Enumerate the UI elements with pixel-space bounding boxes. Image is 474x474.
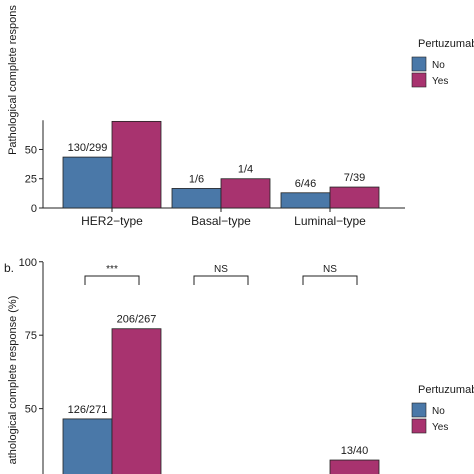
- bar-yes-2: [329, 459, 380, 474]
- legend-label: Yes: [432, 422, 448, 433]
- significance-bracket: [84, 275, 140, 285]
- legend: Pertuzumab No Yes: [411, 384, 474, 434]
- data-label: 130/299: [68, 142, 108, 154]
- y-tick-label: 0: [31, 203, 37, 215]
- legend-label: Yes: [432, 76, 448, 87]
- panel-label: b.: [4, 261, 14, 275]
- x-tick-label: Luminal−type: [294, 214, 366, 228]
- data-label: 7/39: [344, 172, 365, 184]
- bar-no-0: [62, 418, 113, 474]
- significance-label: NS: [214, 264, 228, 275]
- y-tick-label: 50: [25, 404, 37, 416]
- legend-title: Pertuzumab: [418, 38, 474, 50]
- data-label: 13/40: [341, 445, 369, 457]
- panel-1: 0 25 50 Pathological complete respons 130/29…: [7, 5, 474, 228]
- bar-yes-0: [111, 328, 162, 474]
- y-tick-label: 75: [25, 330, 37, 342]
- significance-bracket: [193, 275, 249, 285]
- significance-bracket: [302, 275, 358, 285]
- significance-label: ***: [106, 264, 118, 275]
- x-tick-label: Basal−type: [191, 214, 251, 228]
- bar-no-1: [171, 188, 222, 209]
- y-tick-label: 50: [25, 144, 37, 156]
- legend-label: No: [432, 60, 445, 71]
- significance-label: NS: [323, 264, 337, 275]
- legend: Pertuzumab No Yes: [411, 38, 474, 88]
- legend-title: Pertuzumab: [418, 384, 474, 396]
- x-tick-label: HER2−type: [81, 214, 143, 228]
- data-label: 1/4: [238, 164, 253, 176]
- bar-yes-1: [220, 178, 271, 209]
- legend-swatch-no: [411, 402, 427, 418]
- legend-swatch-yes: [411, 72, 427, 88]
- bar-no-2: [280, 192, 331, 209]
- legend-swatch-no: [411, 56, 427, 72]
- legend-swatch-yes: [411, 418, 427, 434]
- bar-yes-2: [329, 186, 380, 209]
- y-axis-title: athological complete response (%): [7, 296, 19, 465]
- y-tick-label: 25: [25, 174, 37, 186]
- panel-2: b. 50 75 100 athological complete response (…: [4, 257, 474, 474]
- data-label: 6/46: [295, 178, 316, 190]
- data-label: 1/6: [189, 173, 204, 185]
- data-label: 206/267: [117, 314, 157, 326]
- bar-no-0: [62, 156, 113, 209]
- legend-label: No: [432, 406, 445, 417]
- y-tick-label: 100: [19, 257, 37, 269]
- data-label: 126/271: [68, 404, 108, 416]
- y-axis-title: Pathological complete respons: [7, 5, 19, 155]
- bar-yes-0: [111, 120, 162, 209]
